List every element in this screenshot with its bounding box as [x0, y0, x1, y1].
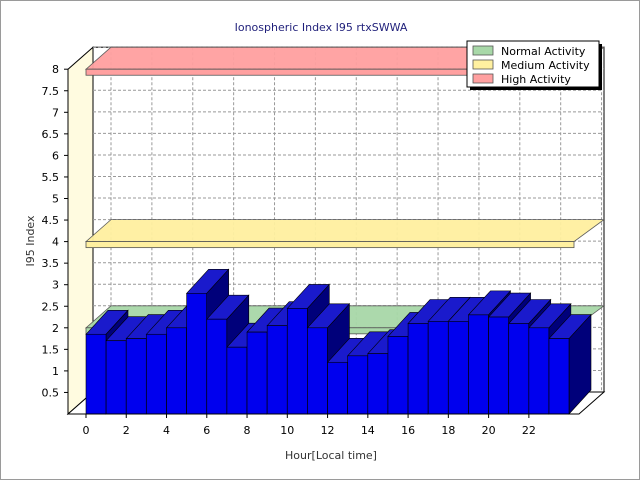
x-tick-label: 4 [163, 424, 170, 437]
legend-label: Normal Activity [501, 45, 586, 58]
y-tick-label: 4 [52, 236, 59, 249]
y-tick-label: 3.5 [42, 257, 60, 270]
bar-front [146, 333, 167, 415]
y-tick-label: 6.5 [42, 128, 60, 141]
bar-front [387, 336, 409, 415]
x-tick-label: 2 [123, 424, 130, 437]
legend-label: Medium Activity [501, 59, 590, 72]
bar-front [307, 327, 328, 415]
y-tick-label: 1 [52, 365, 59, 378]
bar-front [427, 321, 449, 415]
legend-label: High Activity [501, 73, 571, 86]
y-tick-label: 5 [52, 193, 59, 206]
bar-front [206, 318, 228, 415]
bar-front [407, 323, 429, 415]
y-tick-label: 7 [52, 106, 59, 119]
bar-front [367, 353, 389, 415]
bar-23 [548, 313, 592, 415]
bar-front [327, 361, 348, 415]
x-tick-label: 14 [361, 424, 375, 437]
x-axis-title: Hour[Local time] [285, 449, 377, 462]
x-tick-label: 0 [83, 424, 90, 437]
band-edge-medium-activity [85, 241, 575, 249]
x-tick-label: 6 [203, 424, 210, 437]
bar-front [448, 321, 469, 415]
y-axis-title: I95 Index [24, 215, 37, 267]
y-tick-label: 1.5 [42, 343, 60, 356]
bar-front [287, 308, 308, 415]
bar-front [508, 323, 530, 415]
legend-swatch [472, 45, 494, 56]
bar-front [186, 293, 207, 415]
legend-swatch [472, 59, 494, 70]
y-tick-label: 2 [52, 322, 59, 335]
y-tick-label: 2.5 [42, 300, 60, 313]
band-medium-activity [84, 219, 606, 243]
x-tick-label: 22 [522, 424, 536, 437]
y-tick-label: 7.5 [42, 85, 60, 98]
y-tick-label: 4.5 [42, 214, 60, 227]
x-tick-label: 8 [244, 424, 251, 437]
x-tick-label: 12 [321, 424, 335, 437]
y-tick-label: 3 [52, 279, 59, 292]
bar-front [125, 338, 147, 415]
bar-front [166, 327, 187, 415]
bar-front [266, 325, 288, 415]
bar-front [85, 333, 107, 415]
bar-front [488, 316, 509, 415]
chart-title: Ionospheric Index I95 rtxSWWA [235, 21, 408, 34]
x-tick-label: 20 [482, 424, 496, 437]
bar-front [226, 346, 248, 415]
bar-front [468, 314, 489, 415]
bar-front [246, 331, 268, 415]
bar-front [528, 327, 550, 415]
x-tick-label: 16 [401, 424, 415, 437]
y-tick-label: 8 [52, 63, 59, 76]
bar-front [347, 355, 368, 415]
y-tick-label: 5.5 [42, 171, 60, 184]
y-tick-label: 0.5 [42, 386, 60, 399]
legend-swatch [472, 73, 494, 84]
bar-front [548, 338, 570, 415]
y-tick-label: 6 [52, 149, 59, 162]
x-tick-label: 10 [280, 424, 294, 437]
bar-front [105, 340, 127, 415]
x-tick-label: 18 [441, 424, 455, 437]
